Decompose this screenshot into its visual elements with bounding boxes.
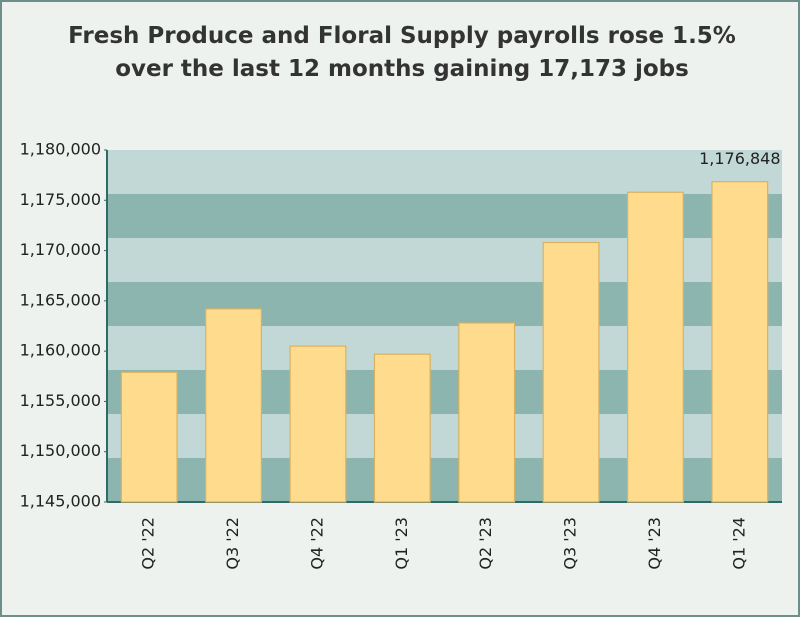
bar <box>626 191 684 503</box>
data-label: 1,176,848 <box>699 149 780 168</box>
y-tick-label: 1,170,000 <box>20 240 101 259</box>
x-tick-label: Q1 '23 <box>392 517 411 570</box>
background-stripe <box>107 150 782 194</box>
x-tick-label: Q3 '22 <box>223 517 242 570</box>
bar <box>711 181 769 503</box>
y-tick-label: 1,145,000 <box>20 492 101 511</box>
y-tick-label: 1,155,000 <box>20 391 101 410</box>
x-tick-label: Q1 '24 <box>729 517 748 570</box>
x-tick-label: Q4 '23 <box>645 517 664 570</box>
y-tick-label: 1,180,000 <box>20 140 101 159</box>
bar <box>542 241 600 503</box>
bar <box>120 371 178 503</box>
y-tick-label: 1,175,000 <box>20 190 101 209</box>
bar <box>205 308 263 503</box>
y-tick-label: 1,165,000 <box>20 290 101 309</box>
x-tick-label: Q4 '22 <box>307 517 326 570</box>
bar <box>458 322 516 503</box>
bar <box>373 353 431 503</box>
x-tick-label: Q2 '22 <box>139 517 158 570</box>
x-tick-label: Q2 '23 <box>476 517 495 570</box>
y-tick-label: 1,160,000 <box>20 341 101 360</box>
chart-title: Fresh Produce and Floral Supply payrolls… <box>68 23 736 82</box>
bar <box>289 345 347 503</box>
x-tick-label: Q3 '23 <box>561 517 580 570</box>
y-tick-label: 1,150,000 <box>20 441 101 460</box>
